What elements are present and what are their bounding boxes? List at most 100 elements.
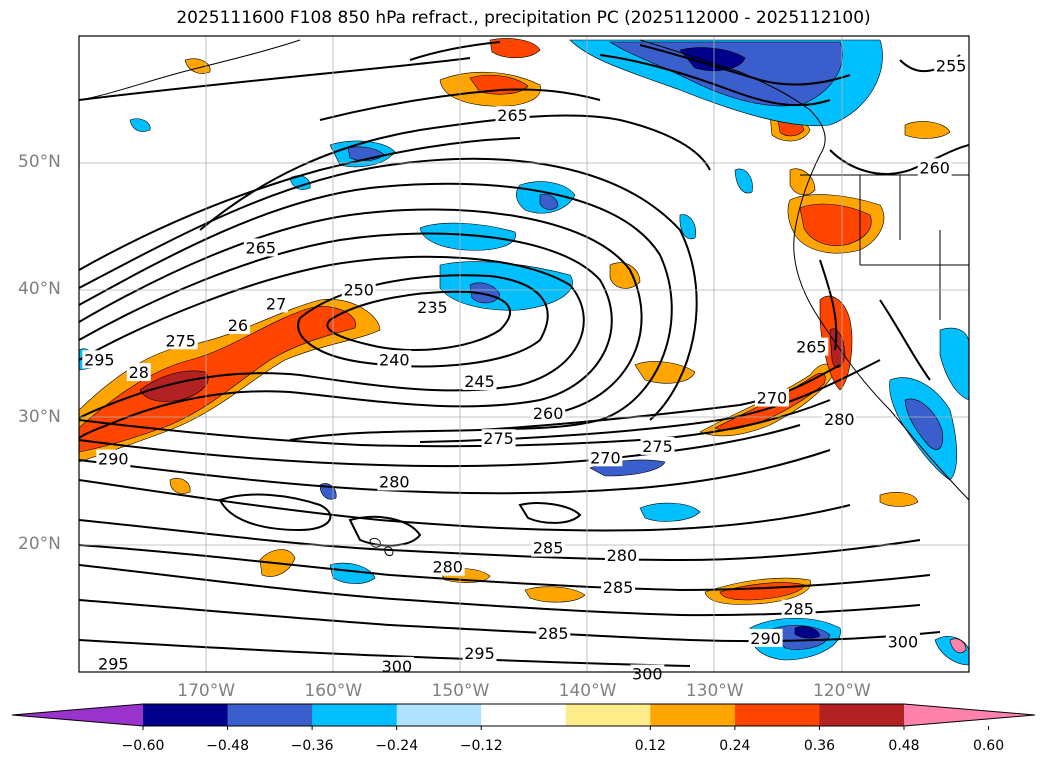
contour-label-halo [243,238,278,257]
contour-label: 280 [607,546,638,565]
contour-280-b [79,479,851,532]
contour-285-b [79,544,931,592]
lat-label: 50°N [18,152,61,173]
contour-label: 295 [464,644,495,663]
precip-neg-ne [734,168,753,194]
lat-label: 40°N [18,279,61,300]
contour-label-halo [462,371,497,390]
contour-label: 270 [590,448,621,467]
colorbar-tick-label: 0.12 [634,738,666,754]
precip-alaska-orange [489,38,541,59]
contour-label: 280 [379,472,410,491]
contour-label-halo [934,56,969,75]
lon-label: 120°W [812,681,871,701]
colorbar-segment [227,704,313,726]
contour-label: 235 [417,298,448,317]
contour-label: 290 [98,450,129,469]
contour-coast-3 [879,299,931,381]
contour-label: 255 [936,57,967,76]
contour-nw-2 [319,88,601,121]
contour-label: 260 [919,158,950,177]
precip-band-west-peak [139,370,209,402]
contour-coast-1 [829,144,969,175]
contour-label: 260 [533,404,564,423]
contour-label-halo [379,656,414,675]
precip-neg-coast-east [939,327,969,401]
map-canvas[interactable]: 265 265 265 260 255 235 240 245 250 260 270 270 275 2… [0,0,1047,700]
contour-label-halo [885,632,920,651]
contour-label: 285 [783,600,814,619]
contour-label-halo [126,363,151,382]
contour-ak-1 [599,54,831,107]
colorbar-tick-label: 0.24 [719,738,751,754]
precip-neg-e [679,214,696,240]
lat-label: 30°N [18,406,61,427]
contour-label: 26 [228,316,248,335]
contour-label: 265 [246,238,277,257]
contour-label: 265 [796,338,827,357]
map-title: 2025111600 F108 850 hPa refract., precip… [176,8,871,28]
contour-label: 275 [642,437,673,456]
contour-label-halo [601,578,636,597]
contour-300 [79,639,691,667]
contour-label-halo [96,449,131,468]
contour-label: 285 [533,539,564,558]
coast-west [79,39,301,101]
contour-sub-1 [218,493,332,532]
contour-label: 300 [632,665,663,684]
lon-label: 170°W [177,681,236,701]
contour-label-halo [754,388,789,407]
contour-label-halo [531,403,566,422]
colorbar-segment [734,704,820,726]
islands-hawaii [369,537,394,556]
contour-label: 300 [382,657,413,676]
contour-label: 285 [603,578,634,597]
contour-label-halo [630,664,665,683]
precip-neg-center2 [419,222,516,251]
contour-label-halo [225,316,250,335]
contour-label: 240 [379,350,410,369]
precip-band-west-core [79,306,356,453]
lon-label: 140°W [558,681,617,701]
colorbar-extend-max [904,704,1035,726]
contour-sub-2 [348,515,422,547]
contour-260 [79,182,673,441]
precip-s6 [169,478,191,494]
contour-label-halo [640,436,675,455]
colorbar-segment [143,704,229,726]
contour-label-halo [495,106,530,125]
contour-label-halo [163,331,198,350]
contour-label: 290 [750,629,781,648]
colorbar-tick-label: −0.36 [290,738,334,754]
contour-285 [79,519,921,562]
precip-neg-w [129,118,151,132]
colorbar-segment [396,704,482,726]
precip-neg-alaska-core [608,41,843,107]
colorbar-tick-label: −0.48 [206,738,249,754]
precip-pos-se [949,638,967,653]
contour-270 [79,137,521,271]
precip-s1 [524,586,586,603]
coast-alaska [639,39,826,156]
contour-label-halo [588,448,623,467]
precip-neg-mid2 [639,502,701,522]
contour-ak-2 [639,44,851,86]
contour-label: 270 [757,389,788,408]
coast-na [793,154,969,501]
contour-250 [79,232,613,439]
contour-label-halo [415,298,450,317]
contour-label-halo [430,557,465,576]
contour-245 [79,255,585,419]
precip-neg-coast-core [904,398,943,450]
colorbar [11,703,1036,730]
contour-label-halo [822,410,857,429]
lon-label: 160°W [304,681,363,701]
contour-280 [79,449,831,495]
contour-label-halo [536,623,571,642]
colorbar-tick-label: −0.24 [375,738,419,754]
contour-label: 300 [888,633,919,652]
contour-label: 285 [538,624,569,643]
contour-label: 295 [98,654,129,673]
contour-label-halo [377,350,412,369]
contour-label: 295 [84,350,115,369]
